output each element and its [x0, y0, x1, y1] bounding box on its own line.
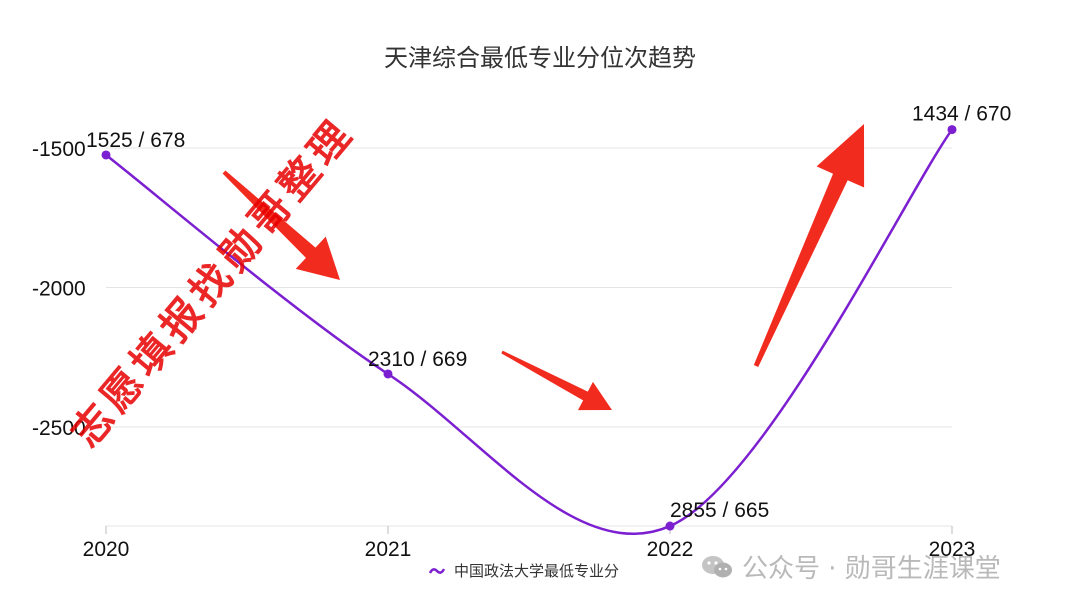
- legend[interactable]: 中国政法大学最低专业分: [428, 560, 619, 581]
- x-tick-label: 2021: [365, 538, 412, 561]
- wechat-icon: [702, 555, 732, 577]
- x-tick-label: 2023: [929, 538, 976, 561]
- footer-watermark: 公众号 · 勋哥生涯课堂: [700, 548, 1001, 585]
- y-tick-label: -2500: [32, 417, 86, 440]
- y-tick-label: -2000: [32, 278, 86, 301]
- data-labels: 1525 / 678 2310 / 669 2855 / 665 1434 / 670: [86, 103, 1011, 522]
- data-point: [665, 521, 675, 531]
- arrow-annotation: [753, 124, 865, 367]
- y-axis: -1500 -2000 -2500: [32, 138, 86, 440]
- legend-line-icon: [428, 567, 446, 574]
- data-label: 2855 / 665: [670, 499, 769, 522]
- arrow-annotation: [222, 170, 340, 280]
- legend-label: 中国政法大学最低专业分: [454, 562, 620, 580]
- data-point: [947, 125, 957, 135]
- data-label: 2310 / 669: [368, 348, 467, 371]
- footer-text: 公众号 · 勋哥生涯课堂: [742, 554, 1001, 584]
- x-axis: 2020 2021 2022 2023: [83, 526, 976, 561]
- data-label: 1525 / 678: [86, 129, 185, 152]
- data-point: [383, 369, 393, 379]
- arrow-annotation: [501, 350, 612, 411]
- grid: [106, 147, 952, 527]
- data-label: 1434 / 670: [912, 103, 1011, 126]
- data-points: [101, 125, 957, 531]
- series-line: [105, 128, 954, 535]
- x-tick-label: 2020: [83, 538, 130, 561]
- data-point: [101, 150, 111, 160]
- chart-title: 天津综合最低专业分位次趋势: [384, 44, 696, 72]
- annotations: [222, 124, 865, 411]
- y-tick-label: -1500: [32, 138, 86, 161]
- x-tick-label: 2022: [647, 538, 694, 561]
